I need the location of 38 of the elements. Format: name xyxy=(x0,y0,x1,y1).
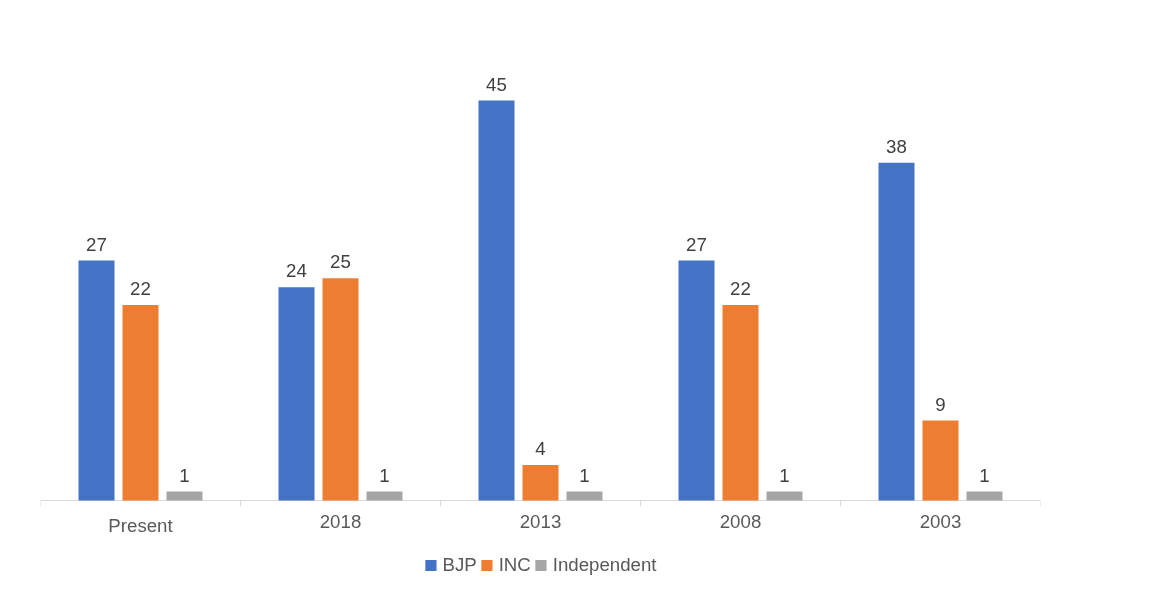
bar xyxy=(722,304,759,501)
data-label: 38 xyxy=(886,135,907,157)
bar xyxy=(966,491,1003,501)
bar xyxy=(322,278,359,501)
data-label: 25 xyxy=(330,251,351,273)
data-label: 1 xyxy=(979,464,990,486)
bar xyxy=(278,287,315,501)
legend-label: INC xyxy=(498,554,531,576)
bar xyxy=(478,100,515,501)
bar xyxy=(122,304,159,501)
data-label: 9 xyxy=(935,393,946,415)
data-label: 22 xyxy=(730,277,751,299)
data-label: 4 xyxy=(535,437,546,459)
x-tick-label: 2008 xyxy=(719,510,762,532)
x-tick-label: 2018 xyxy=(319,510,362,532)
data-label: 1 xyxy=(579,464,590,486)
bar xyxy=(922,420,959,501)
bar xyxy=(78,260,115,501)
bar xyxy=(878,162,915,501)
x-tick-label: 2003 xyxy=(919,510,962,532)
x-tick-label: 2013 xyxy=(519,510,562,532)
data-label: 45 xyxy=(486,73,507,95)
bar xyxy=(678,260,715,501)
data-label: 1 xyxy=(379,464,390,486)
data-label: 22 xyxy=(130,277,151,299)
bar xyxy=(522,464,559,501)
legend-label: Independent xyxy=(552,554,657,576)
data-label: 27 xyxy=(686,233,707,255)
data-label: 24 xyxy=(286,260,307,282)
data-label: 1 xyxy=(179,464,190,486)
bar xyxy=(366,491,403,501)
data-label: 27 xyxy=(86,233,107,255)
bar xyxy=(166,491,203,501)
bar xyxy=(766,491,803,501)
bar xyxy=(566,491,603,501)
x-tick-label: Present xyxy=(108,514,174,536)
legend-label: BJP xyxy=(442,554,477,576)
data-label: 1 xyxy=(779,464,790,486)
